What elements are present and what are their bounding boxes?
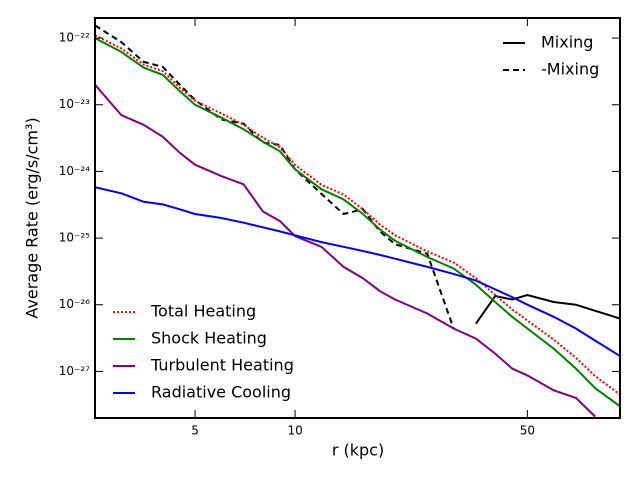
legend-label: Radiative Cooling (151, 383, 291, 402)
legend-label: -Mixing (541, 60, 599, 79)
y-tick-label: 10⁻²⁴ (59, 164, 90, 178)
x-axis-label: r (kpc) (332, 441, 384, 460)
y-tick-label: 10⁻²⁷ (59, 364, 90, 378)
series-line (95, 24, 455, 329)
x-tick-label: 50 (520, 424, 535, 438)
y-tick-label: 10⁻²⁵ (59, 231, 90, 245)
legend-label: Total Heating (150, 302, 256, 321)
legend-label: Shock Heating (151, 329, 267, 348)
legend-label: Turbulent Heating (150, 356, 294, 375)
legend-label: Mixing (541, 33, 593, 52)
series-line (95, 34, 620, 396)
x-tick-label: 10 (287, 424, 302, 438)
series-line (475, 293, 620, 325)
y-axis-label: Average Rate (erg/s/cm³) (23, 117, 42, 318)
y-tick-label: 10⁻²⁶ (59, 297, 90, 311)
series-line (95, 186, 620, 357)
series-line (95, 84, 596, 418)
y-tick-label: 10⁻²³ (59, 97, 90, 111)
y-tick-label: 10⁻²² (59, 31, 90, 45)
plot-frame (94, 17, 621, 419)
x-tick-label: 5 (191, 424, 199, 438)
series-line (95, 37, 620, 408)
